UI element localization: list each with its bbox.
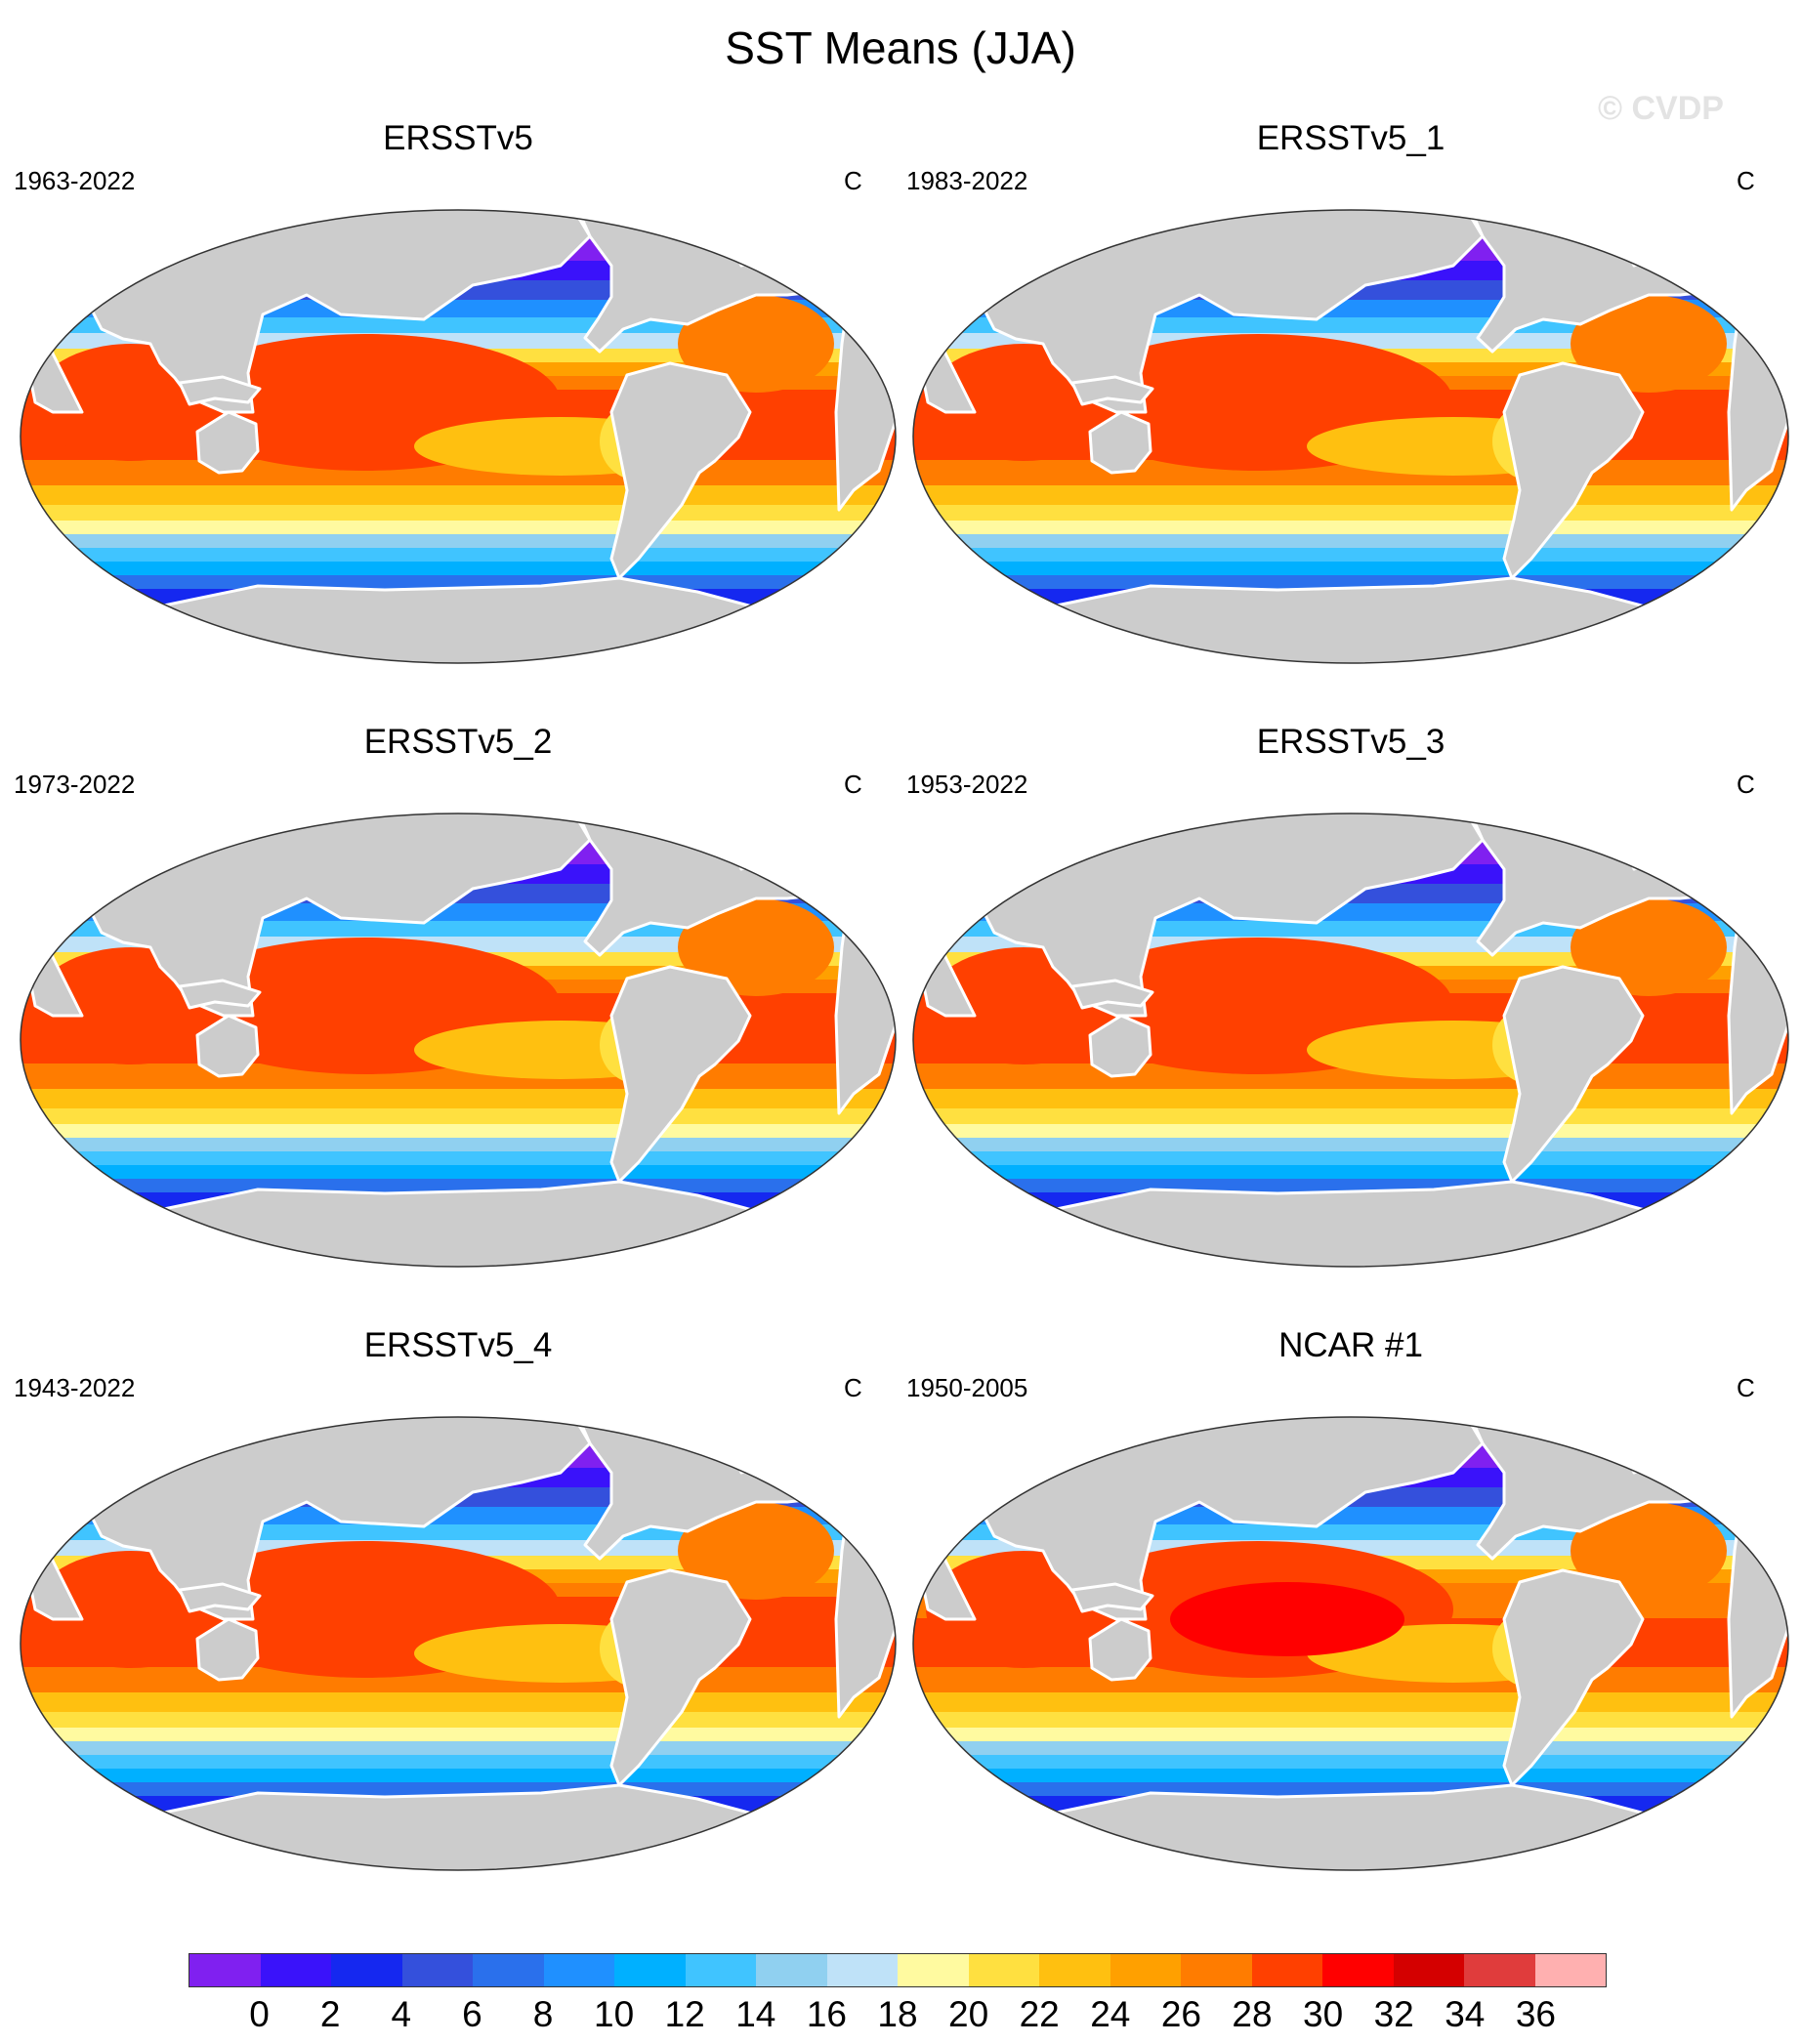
colorbar-box — [543, 1954, 614, 1986]
colorbar-box — [1322, 1954, 1394, 1986]
panel-period: 1963-2022 — [14, 166, 136, 195]
map-panel: ERSSTv5_1 1983-2022 C — [906, 119, 1795, 666]
sst-map — [912, 813, 1789, 1268]
map-panel: ERSSTv5_4 1943-2022 C — [14, 1326, 902, 1873]
colorbar-box — [1181, 1954, 1252, 1986]
panel-period: 1943-2022 — [14, 1373, 136, 1402]
colorbar-tick-label: 6 — [462, 1994, 482, 2034]
colorbar-box — [1393, 1954, 1464, 1986]
colorbar — [188, 1953, 1607, 1987]
panel-title: ERSSTv5 — [383, 119, 533, 157]
map-panel: ERSSTv5_3 1953-2022 C — [906, 723, 1795, 1270]
colorbar-box — [189, 1954, 261, 1986]
colorbar-box — [1534, 1954, 1606, 1986]
map-panel: NCAR #1 1950-2005 C — [906, 1326, 1795, 1873]
colorbar-tick-label: 14 — [735, 1994, 776, 2034]
panel-period: 1973-2022 — [14, 770, 136, 799]
colorbar-tick-label: 12 — [664, 1994, 705, 2034]
colorbar-box — [826, 1954, 898, 1986]
colorbar-tick-label: 34 — [1445, 1994, 1486, 2034]
colorbar-tick-label: 36 — [1515, 1994, 1556, 2034]
map-panel: ERSSTv5 1963-2022 C — [14, 119, 902, 666]
map-panel: ERSSTv5_2 1973-2022 C — [14, 723, 902, 1270]
colorbar-box — [401, 1954, 473, 1986]
colorbar-tick-label: 24 — [1090, 1994, 1131, 2034]
sst-map — [20, 813, 897, 1268]
panel-title: ERSSTv5_3 — [1256, 723, 1445, 761]
panel-title: ERSSTv5_2 — [363, 723, 553, 761]
colorbar-tick-label: 22 — [1019, 1994, 1060, 2034]
colorbar-tick-label: 2 — [319, 1994, 341, 2034]
colorbar-box — [1110, 1954, 1181, 1986]
colorbar-box — [756, 1954, 827, 1986]
panel-period: 1950-2005 — [906, 1373, 1028, 1402]
watermark: © CVDP — [1598, 90, 1724, 127]
panel-title: ERSSTv5_1 — [1256, 119, 1445, 157]
colorbar-tick-label: 20 — [948, 1994, 989, 2034]
panel-units: C — [1737, 1373, 1755, 1402]
colorbar-box — [1464, 1954, 1535, 1986]
colorbar-tick-label: 30 — [1303, 1994, 1344, 2034]
colorbar-tick-label: 28 — [1232, 1994, 1273, 2034]
main-title: SST Means (JJA) — [725, 22, 1076, 73]
colorbar-box — [898, 1954, 969, 1986]
colorbar-box — [1039, 1954, 1110, 1986]
sst-map — [20, 1416, 897, 1871]
colorbar-tick-label: 26 — [1160, 1994, 1201, 2034]
colorbar-tick-label: 16 — [806, 1994, 847, 2034]
colorbar-box — [614, 1954, 686, 1986]
colorbar-tick-label: 0 — [249, 1994, 270, 2034]
sst-map — [912, 209, 1789, 664]
colorbar-box — [331, 1954, 402, 1986]
panel-title: NCAR #1 — [1278, 1326, 1423, 1364]
colorbar-box — [1251, 1954, 1322, 1986]
panel-units: C — [1737, 166, 1755, 195]
colorbar-box — [260, 1954, 331, 1986]
panel-title: ERSSTv5_4 — [363, 1326, 553, 1364]
panel-period: 1953-2022 — [906, 770, 1028, 799]
colorbar-tick-label: 8 — [532, 1994, 554, 2034]
sst-map — [20, 209, 897, 664]
colorbar-tick-label: 4 — [391, 1994, 412, 2034]
panel-units: C — [844, 770, 862, 799]
sst-map — [912, 1416, 1789, 1871]
colorbar-tick-label: 10 — [594, 1994, 635, 2034]
panel-units: C — [844, 1373, 862, 1402]
colorbar-tick-label: 18 — [877, 1994, 918, 2034]
colorbar-box — [968, 1954, 1039, 1986]
colorbar-box — [473, 1954, 544, 1986]
panel-units: C — [1737, 770, 1755, 799]
colorbar-tick-label: 32 — [1373, 1994, 1414, 2034]
panel-period: 1983-2022 — [906, 166, 1028, 195]
panel-units: C — [844, 166, 862, 195]
colorbar-box — [685, 1954, 756, 1986]
